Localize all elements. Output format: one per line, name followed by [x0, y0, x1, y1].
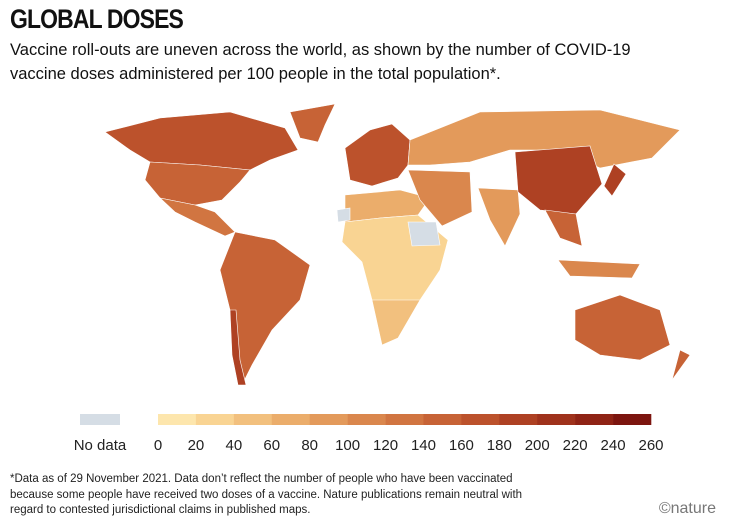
- southeast-asia: [544, 209, 583, 247]
- world-map: [104, 103, 691, 386]
- legend-tick-label: 240: [601, 437, 626, 454]
- legend-swatch: [613, 414, 652, 425]
- legend: No data 0 20 40 60 80 100 120 140 160 180 200 220 240…: [74, 414, 664, 454]
- legend-swatch: [195, 414, 235, 425]
- subtitle: Vaccine roll-outs are uneven across the …: [10, 41, 631, 83]
- southern-africa: [371, 299, 421, 346]
- no-data-region: [407, 221, 441, 247]
- europe: [344, 123, 411, 187]
- legend-tick-label: 140: [411, 437, 436, 454]
- map-and-legend: No data 0 20 40 60 80 100 120 140 160 180 200 220 240…: [74, 103, 691, 454]
- new-zealand: [671, 349, 691, 381]
- japan: [603, 163, 627, 197]
- legend-tick-label: 160: [449, 437, 474, 454]
- legend-swatch: [309, 414, 348, 425]
- legend-swatch: [537, 414, 576, 425]
- legend-swatch: [575, 414, 614, 425]
- legend-tick-label: 40: [226, 437, 243, 454]
- legend-swatch: [233, 414, 273, 425]
- south-america: [219, 231, 311, 386]
- no-data-swatch: [80, 414, 120, 425]
- india: [477, 187, 521, 247]
- legend-tick-label: 120: [373, 437, 398, 454]
- australia: [574, 294, 671, 361]
- no-data-region: [336, 207, 351, 223]
- legend-tick-label: 100: [335, 437, 360, 454]
- legend-swatch: [461, 414, 500, 425]
- central-america: [159, 197, 236, 237]
- legend-swatch: [158, 414, 197, 425]
- legend-tick-label: 180: [487, 437, 512, 454]
- legend-tick-label: 220: [563, 437, 588, 454]
- canada: [104, 111, 299, 171]
- legend-swatch: [423, 414, 462, 425]
- legend-tick-label: 80: [301, 437, 318, 454]
- title: GLOBAL DOSES: [10, 4, 184, 34]
- legend-tick-label: 260: [638, 437, 663, 454]
- legend-swatch: [347, 414, 386, 425]
- legend-tick-label: 0: [154, 437, 162, 454]
- legend-swatch: [271, 414, 310, 425]
- legend-swatch: [385, 414, 424, 425]
- no-data-label: No data: [74, 437, 127, 454]
- middle-east: [407, 169, 473, 227]
- legend-tick-label: 200: [525, 437, 550, 454]
- indonesia: [557, 259, 641, 279]
- usa: [144, 161, 251, 206]
- credit: ©nature: [658, 500, 716, 517]
- footnote: *Data as of 29 November 2021. Data don’t…: [10, 473, 523, 516]
- greenland: [289, 103, 336, 143]
- legend-swatch: [499, 414, 538, 425]
- chile: [229, 309, 247, 386]
- china: [514, 145, 603, 215]
- legend-tick-label: 20: [188, 437, 205, 454]
- legend-tick-label: 60: [263, 437, 280, 454]
